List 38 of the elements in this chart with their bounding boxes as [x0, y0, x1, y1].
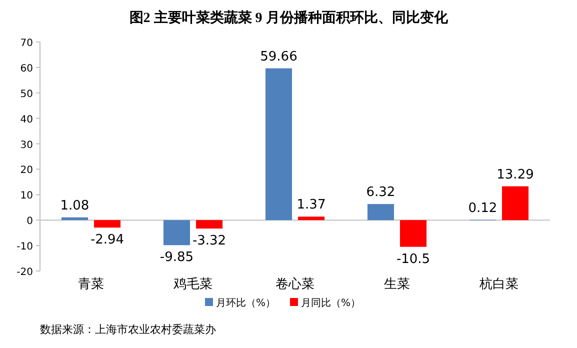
- legend-label: 月同比（%）: [301, 297, 361, 309]
- bar: [196, 220, 223, 229]
- x-tick-label: 生菜: [384, 277, 410, 292]
- bar: [502, 186, 529, 220]
- bar: [400, 220, 427, 247]
- bar: [61, 217, 88, 220]
- x-tick-label: 杭白菜: [478, 277, 518, 292]
- data-label: -9.85: [160, 250, 194, 266]
- y-tick-label: 60: [20, 63, 33, 74]
- data-label: 13.29: [496, 167, 534, 182]
- source-note: 数据来源：上海市农业农村委蔬菜办: [40, 323, 216, 336]
- data-label: -2.94: [90, 232, 124, 248]
- bar: [367, 204, 394, 220]
- y-tick-label: -10: [16, 242, 33, 253]
- y-tick-label: -20: [16, 267, 33, 278]
- bar: [265, 68, 292, 220]
- data-label: 1.08: [60, 198, 90, 214]
- y-tick-label: 30: [20, 140, 33, 151]
- data-label: 0.12: [468, 200, 498, 216]
- data-label: 1.37: [296, 198, 326, 213]
- legend-label: 月环比（%）: [216, 297, 276, 309]
- data-label: 59.66: [260, 49, 298, 64]
- y-tick-label: 50: [20, 88, 33, 100]
- bar: [94, 220, 121, 228]
- y-tick-label: 40: [20, 114, 33, 126]
- y-tick-label: 0: [26, 216, 33, 228]
- bar: [163, 220, 190, 246]
- x-tick-label: 鸡毛菜: [172, 277, 212, 292]
- data-label: -3.32: [192, 234, 226, 249]
- chart-title: 图2 主要叶菜类蔬菜 9 月份播种面积环比、同比变化: [129, 9, 449, 26]
- y-tick-label: 20: [20, 165, 33, 176]
- x-tick-label: 青菜: [78, 277, 104, 292]
- y-tick-label: 10: [20, 190, 33, 202]
- x-tick-label: 卷心菜: [276, 276, 314, 292]
- y-tick-label: 70: [20, 38, 33, 49]
- bar: [298, 216, 325, 220]
- data-label: -10.5: [396, 252, 430, 267]
- data-label: 6.32: [366, 185, 396, 200]
